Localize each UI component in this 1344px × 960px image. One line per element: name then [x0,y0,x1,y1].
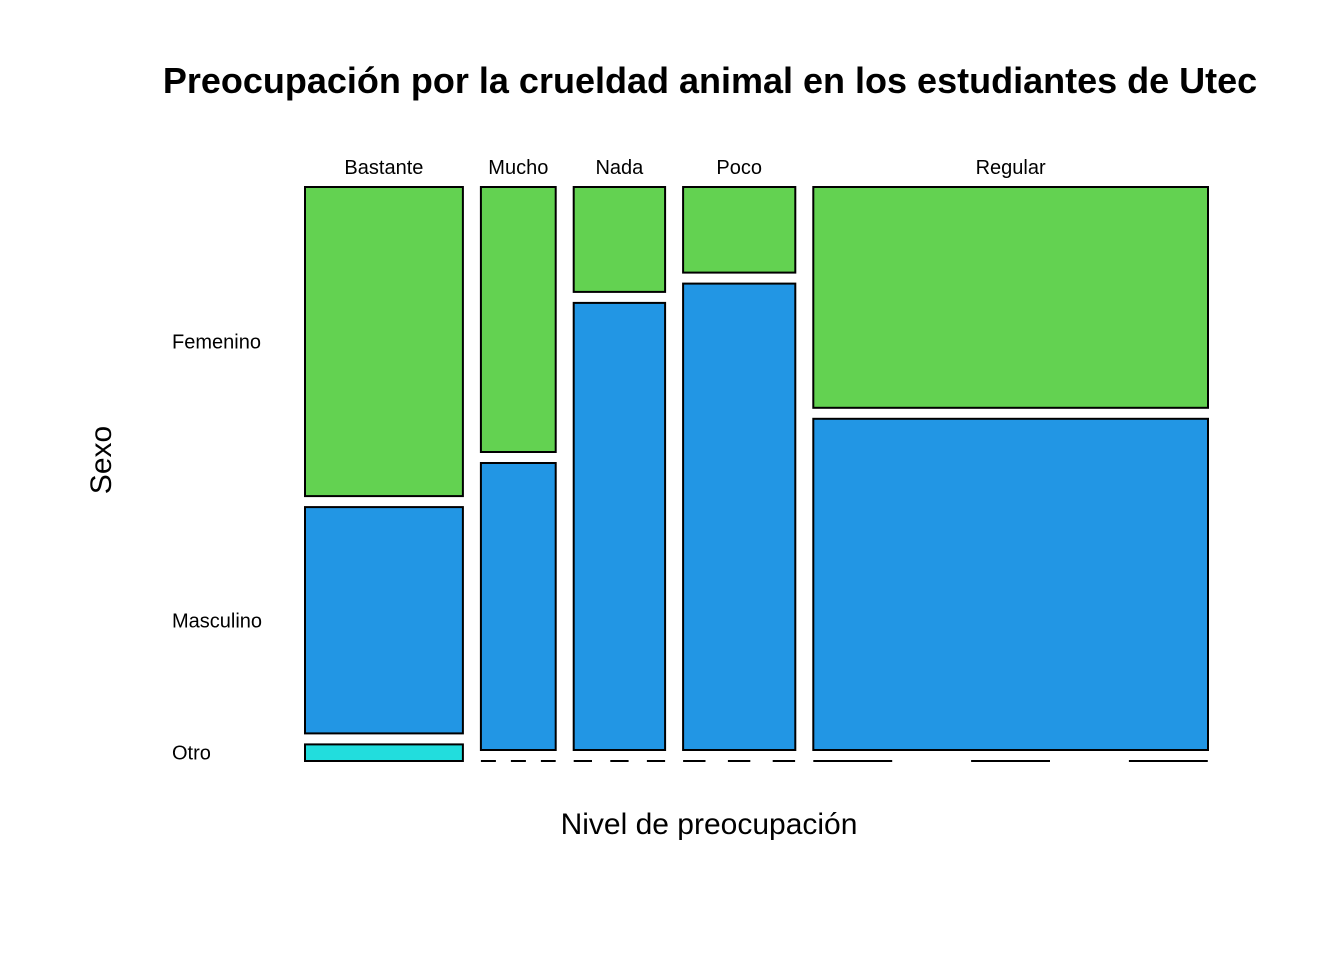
tile-regular-masculino [812,417,1209,751]
y-label-otro: Otro [172,743,211,765]
y-label-masculino: Masculino [172,610,262,632]
tile-bastante-femenino [304,186,464,498]
x-label-mucho: Mucho [488,157,548,179]
tile-regular-femenino [812,186,1209,409]
x-label-nada: Nada [595,157,644,179]
tile-poco-masculino [682,282,797,751]
tile-poco-femenino [682,186,797,274]
tile-bastante-masculino [304,506,464,735]
y-label-femenino: Femenino [172,332,261,354]
chart-title: Preocupación por la crueldad animal en l… [163,60,1257,101]
tile-mucho-masculino [479,462,557,751]
x-axis-title: Nivel de preocupación [561,808,858,841]
x-label-regular: Regular [976,157,1046,179]
x-category-labels: Bastante Mucho Nada Poco Regular [344,157,1046,179]
mosaic-tiles [304,186,1209,763]
tile-bastante-otro [304,743,464,763]
y-axis-title: Sexo [85,426,118,494]
x-label-bastante: Bastante [344,157,423,179]
tile-nada-masculino [572,301,667,751]
tile-nada-femenino [572,186,667,293]
y-category-labels: Femenino Masculino Otro [172,332,262,765]
tile-mucho-femenino [479,186,557,453]
x-label-poco: Poco [716,157,762,179]
